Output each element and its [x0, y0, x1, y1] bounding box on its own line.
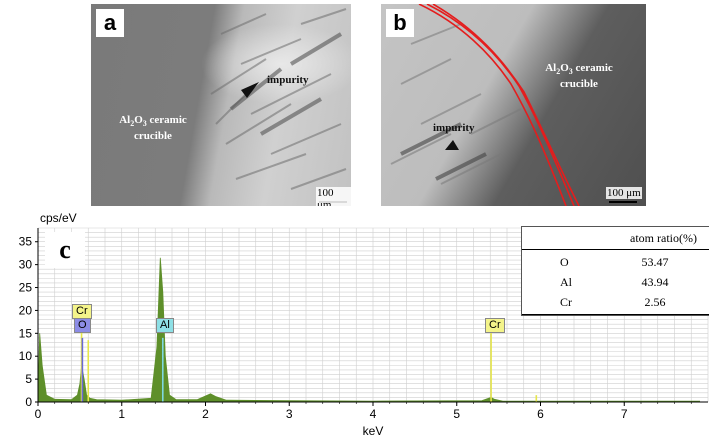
scale-bar-b: [609, 201, 637, 203]
sem-image-a: a impurity Al2O3 ceramic crucible 100 μm: [91, 4, 351, 206]
atom-ratio-header: atom ratio(%): [522, 227, 709, 250]
table-row: O 53.47: [560, 255, 669, 269]
y-tick-label: 30: [19, 258, 33, 272]
y-tick-label: 25: [19, 281, 33, 295]
x-tick-label: 0: [35, 407, 42, 421]
sem-texture-b: [390, 4, 580, 206]
y-tick-label: 35: [19, 235, 33, 249]
peak-label-al: Al: [156, 318, 174, 333]
y-tick-label: 20: [19, 303, 33, 317]
scale-label-b: 100 μm: [606, 187, 642, 199]
x-tick-label: 1: [118, 407, 125, 421]
y-tick-label: 0: [25, 395, 32, 409]
impurity-label-b: impurity: [433, 122, 475, 134]
x-tick-label: 4: [370, 407, 377, 421]
chart-series-area: [37, 257, 701, 403]
y-tick-label: 15: [19, 326, 33, 340]
sem-image-b: b impurity Al2O3 ceramic crucible 100 μm: [381, 4, 646, 206]
panel-letter-b: b: [386, 9, 414, 37]
chart-ticks: 0 5 10 15 20 25 30 35 0 1 2 3 4 5 6 7 cps/eV keV: [19, 211, 692, 438]
peak-label-cr-high: Cr: [485, 318, 505, 333]
impurity-label-a: impurity: [267, 74, 309, 86]
x-tick-label: 6: [537, 407, 544, 421]
crucible-label-a: Al2O3 ceramic crucible: [119, 114, 187, 143]
x-tick-label: 2: [202, 407, 209, 421]
peak-label-o: O: [74, 318, 91, 333]
table-row: Cr 2.56: [560, 295, 666, 309]
chart-peak-lines: [80, 328, 538, 402]
atom-ratio-table: atom ratio(%) O 53.47 Al 43.94 Cr 2.56: [521, 226, 709, 316]
x-tick-label: 3: [286, 407, 293, 421]
sem-texture-a: [210, 8, 347, 190]
y-axis-label: cps/eV: [40, 211, 77, 225]
x-axis-label: keV: [363, 424, 384, 438]
x-tick-label: 5: [453, 407, 460, 421]
panel-letter-c: c: [45, 232, 85, 268]
y-tick-label: 5: [25, 372, 32, 386]
peak-label-cr-low: Cr: [72, 304, 92, 319]
y-tick-label: 10: [19, 349, 33, 363]
table-row: Al 43.94: [560, 275, 669, 289]
crucible-label-b: Al2O3 ceramic crucible: [545, 62, 613, 91]
scale-label-a: 100 μm: [316, 187, 351, 206]
x-tick-label: 7: [621, 407, 628, 421]
series-area-0: [37, 257, 701, 403]
panel-letter-a: a: [96, 9, 124, 37]
